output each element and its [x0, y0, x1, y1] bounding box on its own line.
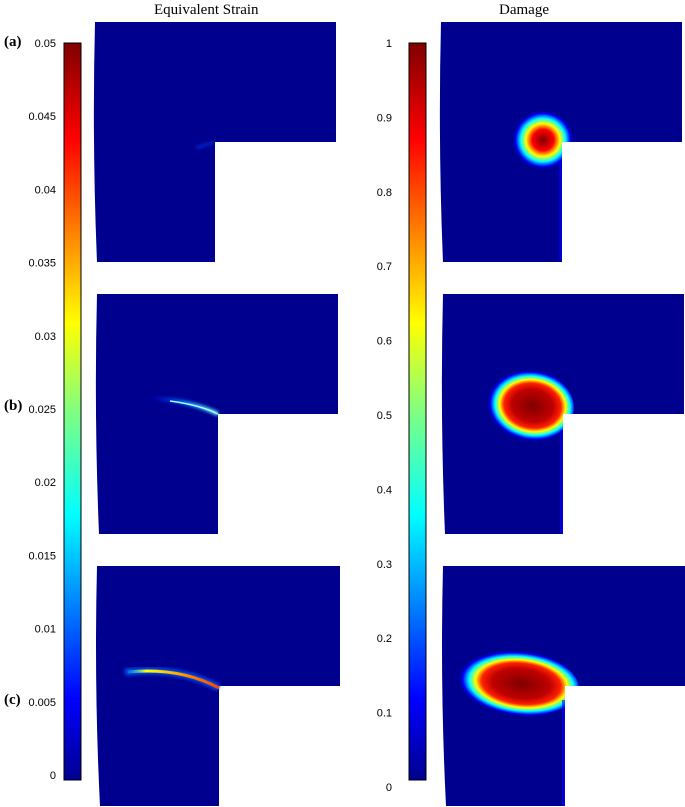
strain-panel-a: [93, 22, 336, 262]
damage-panel-b: [441, 294, 684, 534]
strain-tick-label: 0.04: [35, 184, 56, 196]
title-damage: Damage: [499, 2, 549, 18]
row-label-a: (a): [4, 34, 22, 50]
strain-panel-c: [96, 566, 340, 806]
damage-tick-label: 0.2: [377, 633, 392, 645]
damage-panel-a: [439, 22, 682, 262]
strain-tick-label: 0.03: [35, 331, 56, 343]
strain-tick-label: 0.035: [28, 258, 56, 270]
damage-tick-label: 0.7: [377, 261, 392, 273]
strain-tick-label: 0.02: [35, 477, 56, 489]
damage-tick-label: 0.3: [377, 559, 392, 571]
damage-tick-label: 1: [386, 38, 392, 50]
strain-tick-label: 0.05: [35, 38, 56, 50]
colorbar-strain: 0.05 0.045 0.04 0.035 0.03 0.025 0.02 0.015 0.01…: [28, 38, 82, 782]
damage-tick-label: 0.8: [377, 187, 392, 199]
strain-tick-label: 0.015: [28, 550, 56, 562]
row-label-c: (c): [4, 692, 21, 708]
damage-tick-label: 0.5: [377, 410, 392, 422]
strain-tick-label: 0.005: [28, 697, 56, 709]
strain-tick-label: 0.045: [28, 111, 56, 123]
damage-panel-c: [442, 566, 685, 806]
damage-tick-label: 0.9: [377, 112, 392, 124]
colorbar-damage: 1 0.9 0.8 0.7 0.6 0.5 0.4 0.3 0.2 0.1 0: [377, 38, 427, 794]
damage-tick-label: 0.1: [377, 708, 392, 720]
strain-tick-label: 0.01: [35, 624, 56, 636]
row-label-b: (b): [4, 398, 23, 414]
strain-tick-label: 0.025: [28, 404, 56, 416]
damage-tick-label: 0.6: [377, 336, 392, 348]
strain-tick-label: 0: [50, 770, 56, 782]
title-equivalent-strain: Equivalent Strain: [154, 2, 259, 18]
damage-tick-label: 0: [386, 782, 392, 794]
strain-panel-b: [95, 294, 338, 534]
damage-tick-label: 0.4: [377, 484, 392, 496]
